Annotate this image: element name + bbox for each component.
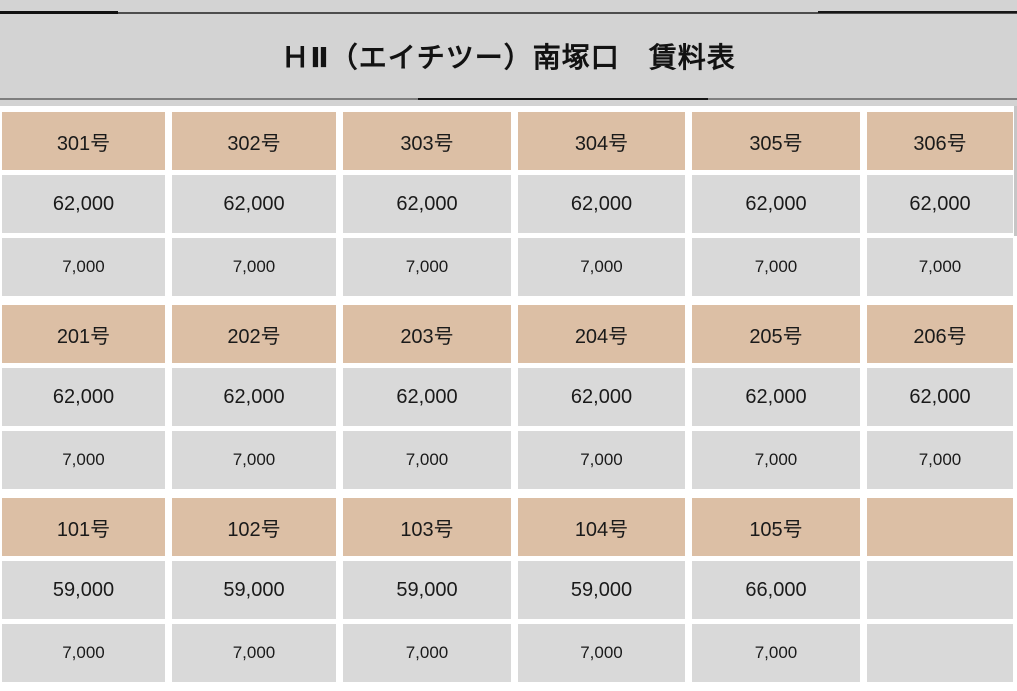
rent-cell: 62,000 bbox=[867, 368, 1013, 426]
room-cell: 105号 bbox=[692, 498, 860, 556]
room-cell: 101号 bbox=[2, 498, 165, 556]
fee-cell: 7,000 bbox=[518, 238, 685, 296]
room-cell: 303号 bbox=[343, 112, 511, 170]
rent-cell: 62,000 bbox=[172, 175, 336, 233]
rent-cell: 59,000 bbox=[518, 561, 685, 619]
fee-cell: 7,000 bbox=[692, 238, 860, 296]
room-cell: 203号 bbox=[343, 305, 511, 363]
top-rule-black-left bbox=[0, 11, 118, 14]
fee-cell: 7,000 bbox=[867, 238, 1013, 296]
rent-cell bbox=[867, 561, 1013, 619]
room-cell: 202号 bbox=[172, 305, 336, 363]
room-cell: 306号 bbox=[867, 112, 1013, 170]
room-cell: 205号 bbox=[692, 305, 860, 363]
rent-cell: 62,000 bbox=[692, 175, 860, 233]
right-edge-strip bbox=[1014, 106, 1017, 236]
fee-cell: 7,000 bbox=[172, 624, 336, 682]
fee-cell: 7,000 bbox=[343, 431, 511, 489]
rent-cell: 62,000 bbox=[518, 175, 685, 233]
rent-cell: 62,000 bbox=[2, 175, 165, 233]
room-cell: 104号 bbox=[518, 498, 685, 556]
floor-section: 301号 302号 303号 304号 305号 306号 62,000 62,000 62,0… bbox=[2, 112, 1013, 296]
title-underline-black bbox=[418, 98, 708, 100]
fee-cell: 7,000 bbox=[867, 431, 1013, 489]
fee-cell: 7,000 bbox=[518, 624, 685, 682]
fee-cell: 7,000 bbox=[2, 431, 165, 489]
room-cell: 304号 bbox=[518, 112, 685, 170]
floor-section: 101号 102号 103号 104号 105号 59,000 59,000 59,000 59… bbox=[2, 498, 1013, 682]
room-cell: 102号 bbox=[172, 498, 336, 556]
room-cell: 206号 bbox=[867, 305, 1013, 363]
rent-cell: 62,000 bbox=[692, 368, 860, 426]
fee-cell: 7,000 bbox=[692, 431, 860, 489]
room-cell: 302号 bbox=[172, 112, 336, 170]
fee-cell: 7,000 bbox=[2, 624, 165, 682]
room-cell: 201号 bbox=[2, 305, 165, 363]
fee-cell: 7,000 bbox=[518, 431, 685, 489]
floor-section: 201号 202号 203号 204号 205号 206号 62,000 62,000 62,0… bbox=[2, 305, 1013, 489]
rent-cell: 62,000 bbox=[867, 175, 1013, 233]
fee-cell bbox=[867, 624, 1013, 682]
page-title: ＨⅡ（エイチツー）南塚口 賃料表 bbox=[281, 42, 736, 73]
fee-cell: 7,000 bbox=[343, 238, 511, 296]
top-rule-black-right bbox=[818, 11, 1017, 13]
fee-cell: 7,000 bbox=[172, 431, 336, 489]
rent-cell: 62,000 bbox=[343, 368, 511, 426]
title-band bbox=[0, 0, 1017, 106]
top-rule bbox=[0, 12, 1017, 14]
rent-cell: 59,000 bbox=[2, 561, 165, 619]
rent-cell: 62,000 bbox=[2, 368, 165, 426]
rent-cell: 59,000 bbox=[343, 561, 511, 619]
room-cell: 305号 bbox=[692, 112, 860, 170]
room-cell: 103号 bbox=[343, 498, 511, 556]
fee-cell: 7,000 bbox=[692, 624, 860, 682]
fee-cell: 7,000 bbox=[172, 238, 336, 296]
room-cell bbox=[867, 498, 1013, 556]
rent-cell: 59,000 bbox=[172, 561, 336, 619]
fee-cell: 7,000 bbox=[2, 238, 165, 296]
room-cell: 204号 bbox=[518, 305, 685, 363]
rent-cell: 62,000 bbox=[172, 368, 336, 426]
rent-table: 301号 302号 303号 304号 305号 306号 62,000 62,000 62,0… bbox=[2, 112, 1013, 691]
room-cell: 301号 bbox=[2, 112, 165, 170]
fee-cell: 7,000 bbox=[343, 624, 511, 682]
rent-cell: 62,000 bbox=[518, 368, 685, 426]
rent-cell: 62,000 bbox=[343, 175, 511, 233]
rent-cell: 66,000 bbox=[692, 561, 860, 619]
